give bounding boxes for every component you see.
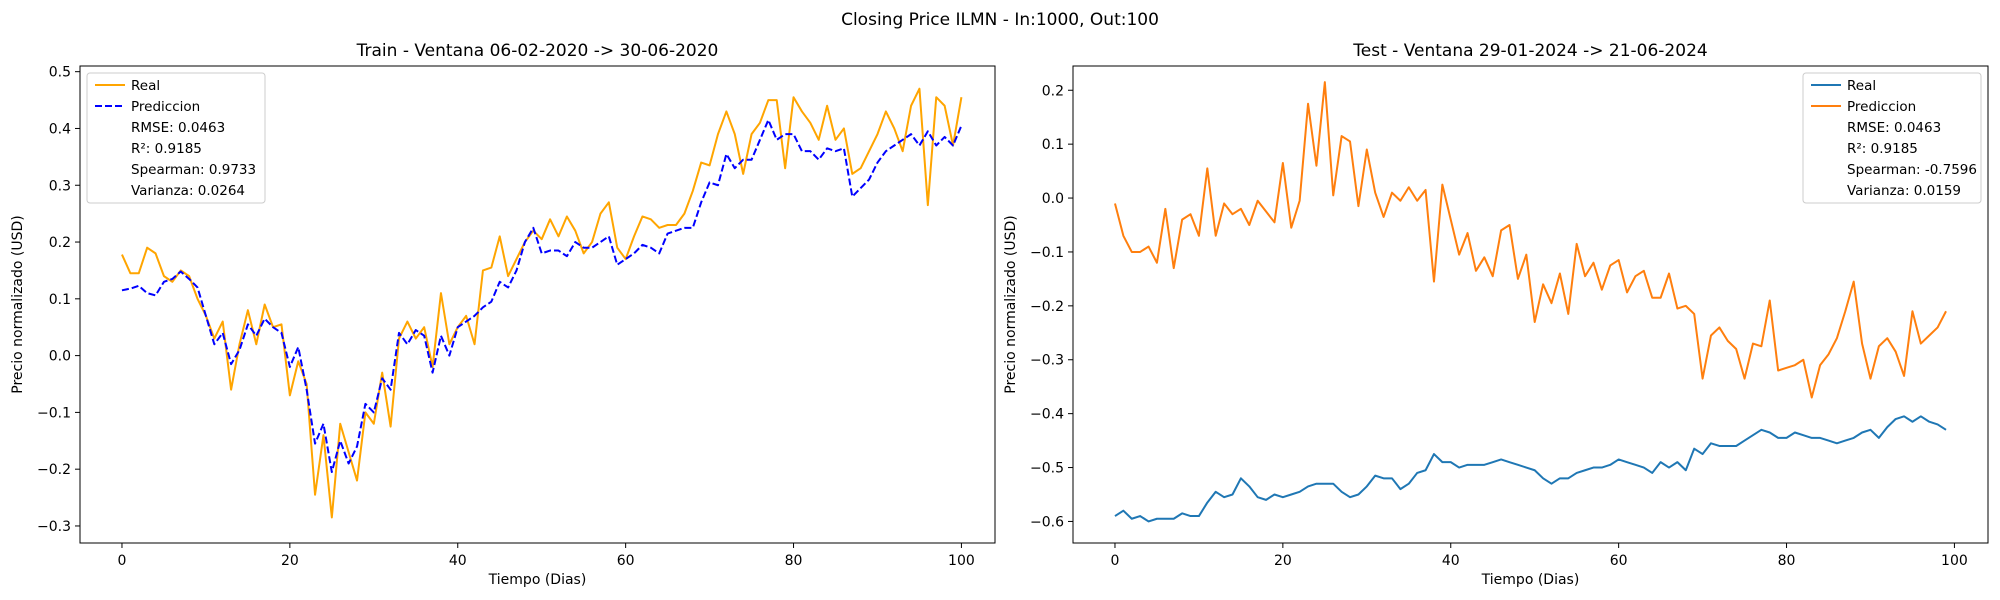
y-tick-label: −0.4 — [1030, 407, 1064, 423]
y-tick-label: 0.1 — [1042, 137, 1064, 153]
x-axis-label: Tiempo (Dias) — [1481, 572, 1580, 588]
legend-box — [1802, 72, 1982, 204]
chart-test: Test - Ventana 29-01-2024 -> 21-06-2024 0… — [1003, 41, 1989, 588]
y-tick-label: −0.6 — [1030, 514, 1064, 530]
legend-stat: R²: 0.9185 — [1847, 141, 1918, 157]
legend-stat: Varianza: 0.0264 — [131, 183, 245, 199]
legend-entry: Prediccion — [131, 99, 200, 115]
y-tick-label: −0.1 — [37, 405, 71, 421]
legend: Real Prediccion RMSE: 0.0463 R²: 0.9185 Spea… — [1802, 72, 1982, 204]
y-tick-label: 0.0 — [49, 349, 71, 365]
y-tick-label: −0.2 — [1030, 299, 1064, 315]
x-tick-label: 0 — [118, 553, 127, 569]
x-tick-label: 80 — [785, 553, 803, 569]
chart-train: Train - Ventana 06-02-2020 -> 30-06-2020… — [10, 41, 996, 588]
series-line-real — [1114, 415, 1947, 523]
series-line-prediccion — [1114, 81, 1947, 399]
plot-frame — [1072, 65, 1989, 544]
y-tick-label: −0.3 — [37, 519, 71, 535]
y-tick-label: −0.1 — [1030, 245, 1064, 261]
x-axis-label: Tiempo (Dias) — [488, 572, 587, 588]
y-tick-label: 0.0 — [1042, 191, 1064, 207]
legend-box — [86, 72, 266, 204]
x-tick-label: 20 — [1274, 553, 1292, 569]
x-tick-label: 0 — [1111, 553, 1120, 569]
series-line-real — [121, 87, 963, 519]
y-tick-label: 0.4 — [49, 121, 71, 137]
legend-entry: Real — [131, 78, 160, 94]
chart-title: Train - Ventana 06-02-2020 -> 30-06-2020 — [356, 41, 719, 61]
y-tick-label: −0.2 — [37, 462, 71, 478]
y-tick-label: −0.5 — [1030, 461, 1064, 477]
legend-stat: Spearman: -0.7596 — [1847, 162, 1977, 178]
x-tick-label: 40 — [449, 553, 467, 569]
x-tick-label: 20 — [281, 553, 299, 569]
y-tick-label: 0.1 — [49, 292, 71, 308]
legend-entry: Prediccion — [1847, 99, 1916, 115]
legend-stat: Spearman: 0.9733 — [131, 162, 256, 178]
y-tick-label: 0.2 — [1042, 83, 1064, 99]
chart-title: Test - Ventana 29-01-2024 -> 21-06-2024 — [1352, 41, 1707, 61]
legend-stat: R²: 0.9185 — [131, 141, 202, 157]
x-tick-label: 60 — [1610, 553, 1628, 569]
y-tick-label: 0.2 — [49, 235, 71, 251]
legend-stat: Varianza: 0.0159 — [1847, 183, 1961, 199]
figure-suptitle: Closing Price ILMN - In:1000, Out:100 — [841, 10, 1159, 30]
x-tick-label: 100 — [948, 553, 975, 569]
legend-stat: RMSE: 0.0463 — [1847, 120, 1941, 136]
series-line-prediccion — [121, 118, 963, 474]
x-tick-label: 40 — [1442, 553, 1460, 569]
y-axis-label: Precio normalizado (USD) — [10, 215, 26, 393]
y-axis-label: Precio normalizado (USD) — [1003, 215, 1019, 393]
y-tick-label: 0.3 — [49, 178, 71, 194]
plot-frame — [79, 65, 996, 544]
legend-stat: RMSE: 0.0463 — [131, 120, 225, 136]
legend-entry: Real — [1847, 78, 1876, 94]
y-tick-label: −0.3 — [1030, 353, 1064, 369]
x-tick-label: 80 — [1778, 553, 1796, 569]
legend: Real Prediccion RMSE: 0.0463 R²: 0.9185 Spea… — [86, 72, 266, 204]
x-tick-label: 100 — [1941, 553, 1968, 569]
y-tick-label: 0.5 — [49, 65, 71, 81]
x-tick-label: 60 — [617, 553, 635, 569]
